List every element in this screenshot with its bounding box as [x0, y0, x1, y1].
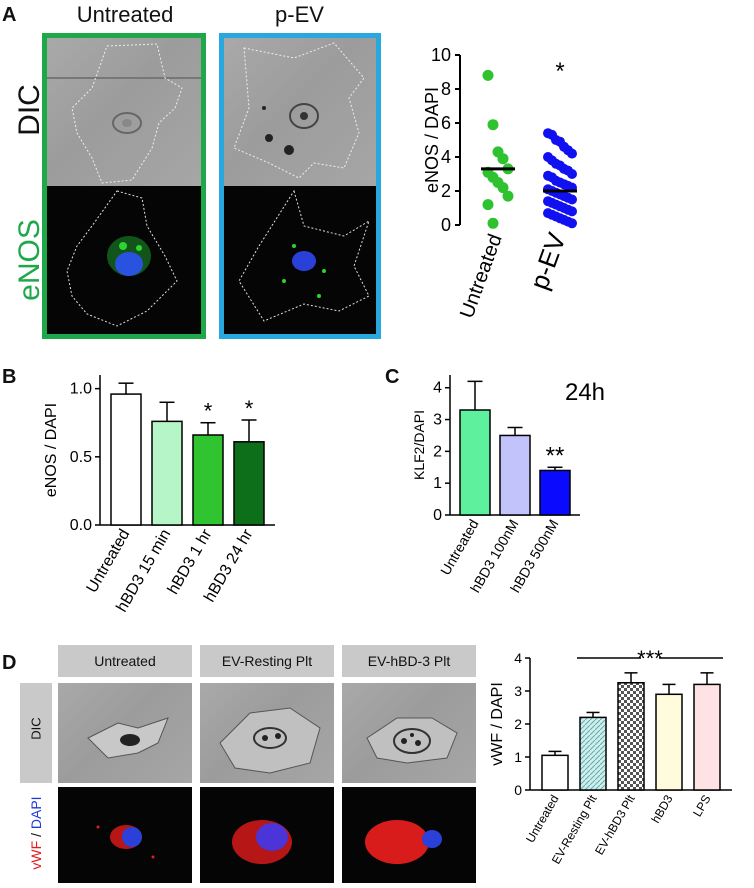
chartD-x-tick-label: hBD3	[648, 792, 675, 825]
chart-c-title: 24h	[565, 379, 605, 406]
panel-label-b: B	[2, 366, 17, 388]
chartB-sig-label: *	[245, 396, 254, 421]
chartC-y-tick-label: 2	[433, 443, 442, 460]
chart-a-y-label: eNOS / DAPI	[422, 87, 442, 193]
dic-image-untreated	[47, 38, 201, 186]
chartD-x-tick-label: Untreated	[523, 793, 561, 846]
chartD-bar	[655, 693, 683, 791]
chart-a-scatter: 0 2 4 6 8 10 eNOS / DAPI * Untreated p-EV	[422, 45, 577, 321]
chartB-y-label: eNOS / DAPI	[43, 403, 60, 497]
chartD-y-tick-label: 3	[514, 683, 522, 699]
chart-a-point	[567, 218, 577, 229]
chartB-y-tick-label: 0.5	[70, 449, 92, 466]
chartC-y-tick-label: 3	[433, 412, 442, 429]
chartD-y-tick-label: 4	[514, 650, 522, 666]
chartB-bar	[233, 441, 265, 526]
col-header-d-hbd3: EV-hBD-3 Plt	[342, 645, 476, 677]
panel-label-a: A	[2, 4, 17, 26]
dic-image-d-untreated	[58, 683, 192, 783]
row-header-d-dic: DIC	[20, 683, 52, 783]
dic-image-pev	[224, 38, 376, 186]
row-label-d-slash: /	[28, 829, 44, 841]
chart-a-point	[567, 169, 577, 179]
chartC-sig-label: **	[546, 442, 565, 469]
chartD-bar	[579, 716, 607, 791]
col-header-untreated: Untreated	[76, 2, 174, 27]
chart-a-x-tick-label: p-EV	[524, 228, 572, 293]
row-header-d-vwf: vWF / DAPI	[20, 787, 52, 883]
chart-a-x-tick-label: Untreated	[456, 231, 507, 321]
chart-a-point	[567, 206, 577, 217]
row-label-d-dapi: DAPI	[28, 796, 44, 830]
chart-a-y-tick-label: 4	[441, 147, 451, 167]
dic-image-d-hbd3	[342, 683, 476, 783]
panel-label-c: C	[385, 366, 400, 388]
enos-image-pev	[224, 186, 376, 334]
chart-a-point	[487, 119, 499, 131]
untreated-image-frame	[42, 33, 206, 339]
chartD-y-tick-label: 2	[514, 716, 522, 732]
chartB-sig-label: *	[204, 399, 213, 424]
vwf-image-d-resting	[200, 787, 334, 883]
chart-a-point	[497, 182, 509, 194]
chartD-x-tick-label: EV-hBD3 Plt	[592, 792, 638, 857]
chartD-bar	[617, 682, 645, 791]
chart-a-point	[567, 194, 577, 205]
col-header-d-resting: EV-Resting Plt	[200, 645, 334, 677]
chartD-bar	[693, 683, 721, 791]
row-label-d-vwf: vWF	[28, 840, 44, 870]
row-label-d-dic: DIC	[28, 717, 44, 740]
pev-image-frame	[219, 33, 381, 339]
chartD-y-tick-label: 1	[514, 749, 522, 765]
vwf-image-d-hbd3	[342, 787, 476, 883]
chart-a-point	[502, 190, 514, 202]
chart-a-y-tick-label: 2	[441, 181, 451, 201]
chart-a-point	[482, 199, 494, 211]
chartD-y-tick-label: 0	[514, 782, 522, 798]
chart-a-y-tick-label: 10	[431, 45, 451, 65]
panel-label-d: D	[2, 652, 17, 674]
chartC-y-tick-label: 0	[433, 507, 442, 524]
chartB-bar	[192, 434, 224, 526]
chartB-bar	[110, 393, 142, 526]
chartD-x-tick-label: LPS	[690, 793, 713, 820]
chartC-x-tick-label: Untreated	[437, 517, 482, 578]
chart-d-sig-label: ***	[637, 646, 663, 671]
chart-a-point	[497, 153, 509, 165]
vwf-image-d-untreated	[58, 787, 192, 883]
chartC-y-tick-label: 1	[433, 475, 442, 492]
chartD-bar	[541, 754, 569, 791]
col-header-pev: p-EV	[275, 2, 324, 27]
chartD-y-label: vWF / DAPI	[489, 682, 506, 766]
chart-a-y-tick-label: 6	[441, 113, 451, 133]
chart-a-y-tick-label: 0	[441, 215, 451, 235]
chart-a-point	[487, 217, 499, 229]
dic-image-d-resting	[200, 683, 334, 783]
col-header-d-untreated: Untreated	[58, 645, 192, 677]
chart-a-point	[482, 69, 494, 81]
chart-a-point	[567, 148, 577, 159]
chart-a-sig-label: *	[555, 58, 564, 85]
enos-image-untreated	[47, 186, 201, 334]
chartC-y-label: KLF2/DAPI	[411, 410, 427, 480]
chartC-y-tick-label: 4	[433, 380, 442, 397]
chartB-bar	[151, 420, 183, 526]
chartC-bar	[539, 469, 571, 516]
chartC-bar	[499, 434, 531, 516]
chartB-y-tick-label: 0.0	[70, 517, 92, 534]
chartB-y-tick-label: 1.0	[70, 381, 92, 398]
chartC-bar	[459, 409, 491, 516]
chart-a-y-tick-label: 8	[441, 79, 451, 99]
